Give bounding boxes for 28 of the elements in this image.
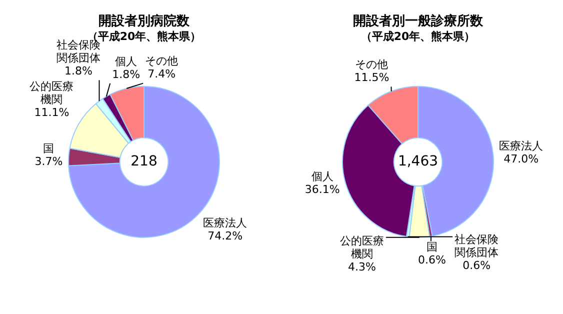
- data-label: 3.7%: [34, 154, 63, 168]
- slice-label: 医療法人: [203, 216, 248, 230]
- chart-title: 開設者別病院数: [98, 13, 190, 30]
- slice-label: 個人: [311, 170, 334, 184]
- data-label: 74.2%: [208, 229, 243, 242]
- data-label: 11.1%: [34, 106, 70, 119]
- slice-label: 公的医療機関: [340, 234, 384, 260]
- slice-label: 国: [426, 240, 438, 254]
- data-label: 7.4%: [148, 68, 176, 81]
- data-label: 1.8%: [112, 68, 140, 81]
- slice-label: 公的医療機関: [30, 80, 74, 106]
- data-label: 0.6%: [418, 254, 446, 267]
- data-label: 0.6%: [462, 259, 491, 272]
- data-label: 1.8%: [64, 64, 92, 78]
- text: 1,463: [398, 154, 438, 170]
- data-label: 36.1%: [304, 183, 340, 196]
- chart-subtitle: （平成20年、熊本県）: [360, 30, 476, 44]
- data-label: 4.3%: [348, 260, 376, 274]
- slice-label: その他: [145, 54, 178, 68]
- slice-label: 医療法人: [499, 139, 544, 152]
- data-label: 11.5%: [354, 71, 390, 84]
- slice-label: 国: [43, 142, 54, 155]
- data-label: 47.0%: [504, 152, 539, 166]
- chart-title: 開設者別一般診療所数: [353, 13, 484, 30]
- text: 218: [130, 154, 158, 170]
- slice-label: その他: [355, 58, 388, 72]
- slice-label: 個人: [115, 54, 138, 68]
- slice-label: 社会保険関係団体: [454, 233, 499, 260]
